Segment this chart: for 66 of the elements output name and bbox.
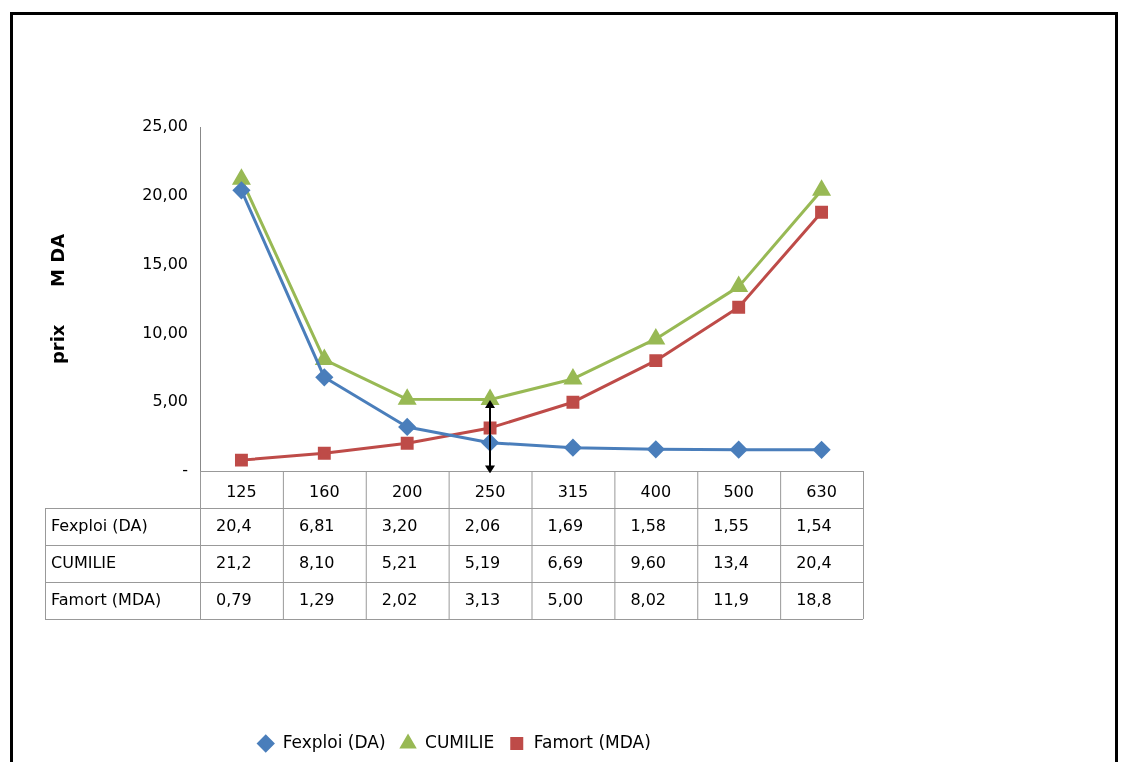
point [813, 180, 830, 196]
data-label: 13,4 [713, 552, 749, 572]
y-axis-title: prix M DA [47, 233, 69, 365]
data-label: 1,29 [298, 589, 335, 609]
text: Famort (MDA) [51, 589, 162, 609]
data-label: 1,69 [547, 515, 584, 535]
legend-label: Famort (MDA) [533, 731, 651, 752]
data-label: 6,81 [298, 515, 335, 535]
data-label: 2,06 [464, 515, 501, 535]
point [566, 395, 580, 409]
x-tick-label: 160 [309, 481, 340, 501]
y-tick-label: 10,00 [142, 322, 188, 342]
text: Fexploi (DA) [51, 515, 148, 535]
point [564, 439, 582, 457]
point [398, 389, 416, 405]
point [813, 441, 831, 459]
x-tick-label: 315 [557, 481, 589, 501]
data-label: 9,60 [630, 552, 666, 572]
data-label: 18,8 [796, 589, 832, 609]
point [234, 453, 248, 467]
point [730, 277, 748, 293]
data-label: 0,79 [216, 589, 252, 609]
point [398, 418, 416, 436]
point [647, 329, 665, 345]
point [732, 300, 746, 314]
y-tick-label: 5,00 [152, 391, 188, 411]
data-label: 8,02 [630, 589, 666, 609]
data-label: 1,55 [713, 515, 749, 535]
data-label: 6,69 [547, 552, 584, 572]
data-label: 5,19 [464, 552, 501, 572]
data-label: 21,2 [216, 552, 252, 572]
y-tick-label: 20,00 [142, 184, 188, 204]
data-label: 3,20 [381, 515, 418, 535]
point [647, 440, 665, 458]
legend-label: Fexploi (DA) [282, 731, 386, 752]
data-label: 11,9 [713, 589, 749, 609]
data-label: 2,02 [381, 589, 418, 609]
x-tick-label: 250 [474, 481, 506, 501]
data-label: 20,4 [796, 552, 832, 572]
data-label: 5,00 [547, 589, 584, 609]
legend-label: CUMILIE [425, 731, 495, 752]
data-label: 1,54 [796, 515, 832, 535]
x-tick-label: 500 [723, 481, 754, 501]
point [815, 205, 829, 219]
point [564, 369, 582, 385]
x-tick-label: 125 [226, 481, 257, 501]
point [730, 441, 748, 459]
data-label: 8,10 [298, 552, 335, 572]
x-tick-label: 400 [640, 481, 672, 501]
y-tick-label: - [182, 460, 188, 480]
point [315, 350, 333, 366]
y-tick-label: 15,00 [142, 253, 188, 273]
x-tick-label: 200 [391, 481, 423, 501]
x-tick-label: 630 [806, 481, 837, 501]
point [232, 181, 250, 199]
point [317, 446, 331, 460]
data-label: 20,4 [216, 515, 252, 535]
point [400, 436, 414, 450]
data-label: 1,58 [630, 515, 666, 535]
text: CUMILIE [51, 552, 117, 572]
point [315, 368, 333, 386]
y-tick-label: 25,00 [142, 116, 188, 136]
point [649, 354, 663, 368]
data-label: 3,13 [464, 589, 501, 609]
point [233, 169, 250, 185]
data-label: 5,21 [381, 552, 418, 572]
